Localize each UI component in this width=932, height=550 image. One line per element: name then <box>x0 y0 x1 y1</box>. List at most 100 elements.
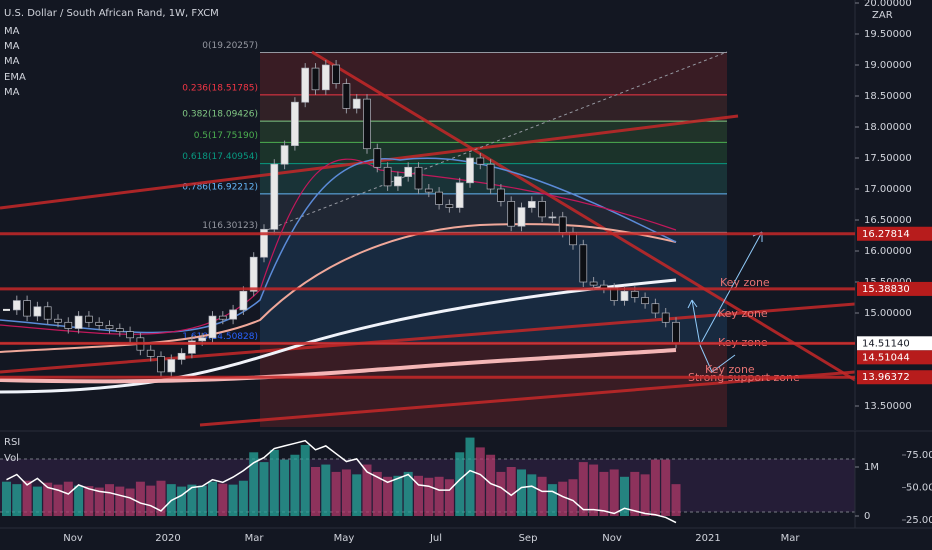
candle <box>249 256 258 292</box>
volume-bar <box>558 481 568 516</box>
volume-bar <box>414 475 423 516</box>
volume-bar <box>135 481 145 516</box>
candle <box>43 306 52 320</box>
indicator-label: EMA <box>4 72 26 83</box>
trendline <box>311 50 856 382</box>
candle <box>661 312 670 323</box>
candle <box>342 83 351 109</box>
candle <box>198 337 207 342</box>
volume-bar <box>486 454 496 516</box>
annotation: Key zone <box>705 363 755 376</box>
fib-label: 0.5(17.75190) <box>194 131 258 141</box>
x-tick-label: Jul <box>429 533 442 544</box>
candle <box>3 308 10 311</box>
volume-bar <box>228 484 238 516</box>
volume-bar <box>269 449 279 516</box>
y-tick-label: 18.00000 <box>864 122 912 133</box>
volume-bar <box>661 459 671 516</box>
candle <box>188 340 196 354</box>
chart-title: U.S. Dollar / South African Rand, 1W, FX… <box>4 8 219 19</box>
y-tick-label: 15.00000 <box>864 308 912 319</box>
candle <box>414 166 423 190</box>
volume-bar <box>290 454 300 516</box>
y-tick-label: 13.50000 <box>864 401 912 412</box>
candle <box>126 331 134 339</box>
volume-bar <box>393 475 403 516</box>
candle <box>497 188 505 202</box>
volume-bar <box>249 452 259 516</box>
price-tag-label: 14.51044 <box>862 352 910 363</box>
trendline <box>0 302 856 374</box>
candle <box>486 163 495 190</box>
vol-tick-label: 0 <box>864 511 870 522</box>
fib-label: 0.236(18.51785) <box>182 83 258 93</box>
candle <box>373 148 382 168</box>
candle <box>311 67 320 91</box>
volume-bar <box>105 484 114 516</box>
candle <box>548 216 557 219</box>
volume-bar <box>434 476 444 516</box>
candle <box>229 309 237 320</box>
x-tick-label: Nov <box>602 533 622 544</box>
volume-bar <box>506 467 516 516</box>
price-tag <box>857 226 932 241</box>
volume-bar <box>383 476 393 516</box>
volume-bar <box>187 484 197 516</box>
y-tick-label: 19.50000 <box>864 29 912 40</box>
fib-label: 0.382(18.09426) <box>182 110 258 120</box>
volume-bar <box>578 462 588 516</box>
y-tick-label: 19.00000 <box>864 60 912 71</box>
price-tag-label: 16.27814 <box>862 229 910 240</box>
candle <box>352 98 361 109</box>
fib-label: 1.618(14.50828) <box>182 332 258 342</box>
volume-bar <box>403 471 413 516</box>
x-tick-label: 2021 <box>695 533 720 544</box>
moving-average <box>0 278 677 394</box>
candle <box>167 359 176 373</box>
candle <box>672 321 680 344</box>
price-tag-label: 15.38830 <box>862 284 910 295</box>
candle <box>620 290 629 301</box>
candle <box>651 303 660 314</box>
trendline <box>0 114 739 210</box>
y-tick-label: 18.50000 <box>864 91 912 102</box>
price-tag-label: 13.96372 <box>862 372 910 383</box>
rsi-tick-label: 25.00 <box>906 515 932 526</box>
volume-bar <box>620 476 629 516</box>
fib-band <box>260 121 727 143</box>
volume-bar <box>32 486 42 516</box>
rsi-line <box>6 439 677 524</box>
price-tag-label: 14.51140 <box>862 338 910 349</box>
candle <box>270 163 279 230</box>
x-tick-label: May <box>334 533 355 544</box>
volume-bar <box>589 464 599 516</box>
x-tick-label: Nov <box>63 533 83 544</box>
candle <box>85 315 93 323</box>
candle <box>115 328 124 332</box>
candle <box>363 98 371 150</box>
candle <box>558 216 567 233</box>
candle <box>332 64 340 84</box>
annotation: Key zone <box>720 276 770 289</box>
candle <box>54 318 62 323</box>
y-tick-label: 16.50000 <box>864 215 912 226</box>
fib-label: 0.618(17.40954) <box>182 152 258 162</box>
volume-bar <box>352 474 362 516</box>
volume-bar <box>517 469 526 516</box>
volume-bar <box>22 480 32 516</box>
candle <box>146 349 155 357</box>
volume-bar <box>547 484 557 516</box>
candle <box>641 297 649 305</box>
candle <box>260 228 268 258</box>
volume-bar <box>259 462 269 516</box>
volume-bar <box>341 469 351 516</box>
indicator-label: MA <box>4 26 20 37</box>
candle <box>404 166 413 177</box>
candle <box>517 207 526 227</box>
indicator-label: MA <box>4 41 20 52</box>
fib-diagonal <box>261 51 728 233</box>
candle <box>218 315 227 320</box>
volume-bar <box>630 471 640 516</box>
candle <box>105 325 114 329</box>
volume-bar <box>609 469 619 516</box>
